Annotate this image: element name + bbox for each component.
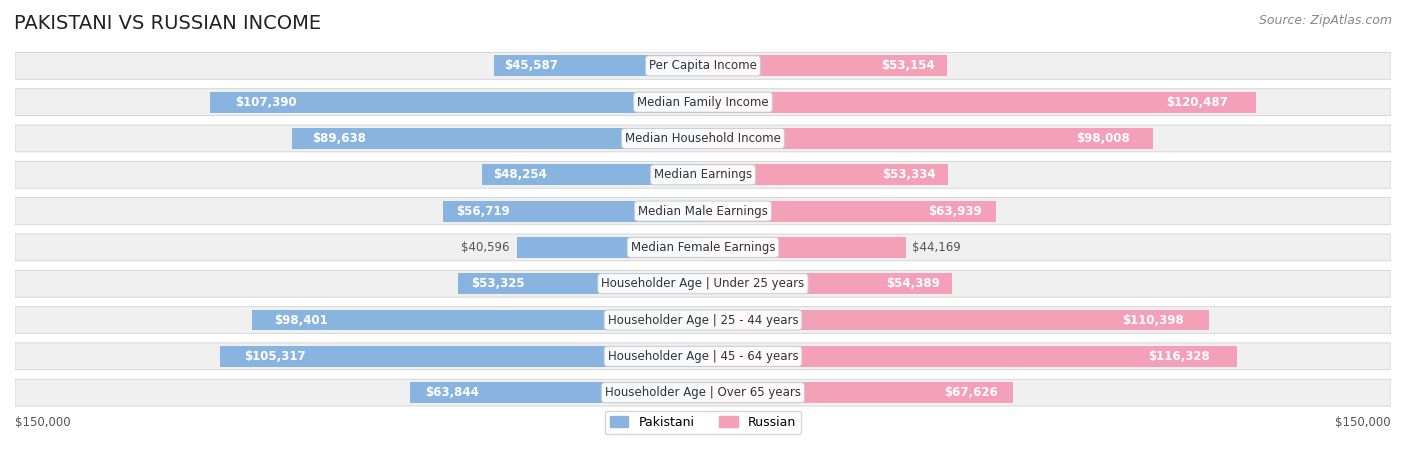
FancyBboxPatch shape xyxy=(443,201,703,221)
FancyBboxPatch shape xyxy=(517,237,703,258)
Text: $150,000: $150,000 xyxy=(1336,416,1391,429)
Text: Householder Age | 25 - 44 years: Householder Age | 25 - 44 years xyxy=(607,313,799,326)
Text: $110,398: $110,398 xyxy=(1122,313,1184,326)
Text: Median Female Earnings: Median Female Earnings xyxy=(631,241,775,254)
Text: $53,325: $53,325 xyxy=(471,277,524,290)
Text: $56,719: $56,719 xyxy=(456,205,509,218)
FancyBboxPatch shape xyxy=(703,92,1256,113)
Text: Source: ZipAtlas.com: Source: ZipAtlas.com xyxy=(1258,14,1392,27)
Text: Householder Age | Under 25 years: Householder Age | Under 25 years xyxy=(602,277,804,290)
Text: $53,334: $53,334 xyxy=(882,168,935,181)
Text: Median Household Income: Median Household Income xyxy=(626,132,780,145)
Text: $40,596: $40,596 xyxy=(461,241,510,254)
FancyBboxPatch shape xyxy=(703,346,1236,367)
Text: PAKISTANI VS RUSSIAN INCOME: PAKISTANI VS RUSSIAN INCOME xyxy=(14,14,321,33)
FancyBboxPatch shape xyxy=(15,125,1391,152)
Text: $107,390: $107,390 xyxy=(235,96,297,109)
Text: $53,154: $53,154 xyxy=(882,59,935,72)
Text: $63,844: $63,844 xyxy=(425,386,478,399)
Text: $63,939: $63,939 xyxy=(928,205,981,218)
Text: Median Family Income: Median Family Income xyxy=(637,96,769,109)
FancyBboxPatch shape xyxy=(703,56,946,76)
FancyBboxPatch shape xyxy=(703,128,1153,149)
FancyBboxPatch shape xyxy=(703,237,905,258)
Text: $105,317: $105,317 xyxy=(245,350,305,363)
FancyBboxPatch shape xyxy=(703,273,952,294)
FancyBboxPatch shape xyxy=(15,307,1391,333)
FancyBboxPatch shape xyxy=(15,89,1391,116)
Text: $44,169: $44,169 xyxy=(912,241,962,254)
Text: $120,487: $120,487 xyxy=(1166,96,1227,109)
Text: $67,626: $67,626 xyxy=(943,386,998,399)
FancyBboxPatch shape xyxy=(458,273,703,294)
Text: $54,389: $54,389 xyxy=(886,277,941,290)
FancyBboxPatch shape xyxy=(15,198,1391,225)
FancyBboxPatch shape xyxy=(219,346,703,367)
FancyBboxPatch shape xyxy=(494,56,703,76)
FancyBboxPatch shape xyxy=(703,310,1209,331)
Legend: Pakistani, Russian: Pakistani, Russian xyxy=(605,410,801,433)
FancyBboxPatch shape xyxy=(15,379,1391,406)
FancyBboxPatch shape xyxy=(15,343,1391,370)
Text: $98,008: $98,008 xyxy=(1077,132,1130,145)
FancyBboxPatch shape xyxy=(703,382,1014,403)
FancyBboxPatch shape xyxy=(252,310,703,331)
Text: Median Male Earnings: Median Male Earnings xyxy=(638,205,768,218)
Text: $150,000: $150,000 xyxy=(15,416,70,429)
Text: $116,328: $116,328 xyxy=(1149,350,1211,363)
Text: $89,638: $89,638 xyxy=(312,132,367,145)
FancyBboxPatch shape xyxy=(15,161,1391,188)
FancyBboxPatch shape xyxy=(411,382,703,403)
FancyBboxPatch shape xyxy=(15,234,1391,261)
Text: Householder Age | Over 65 years: Householder Age | Over 65 years xyxy=(605,386,801,399)
FancyBboxPatch shape xyxy=(15,270,1391,297)
FancyBboxPatch shape xyxy=(703,201,997,221)
Text: Per Capita Income: Per Capita Income xyxy=(650,59,756,72)
FancyBboxPatch shape xyxy=(292,128,703,149)
FancyBboxPatch shape xyxy=(703,164,948,185)
Text: Median Earnings: Median Earnings xyxy=(654,168,752,181)
Text: $45,587: $45,587 xyxy=(505,59,558,72)
FancyBboxPatch shape xyxy=(15,52,1391,79)
FancyBboxPatch shape xyxy=(482,164,703,185)
FancyBboxPatch shape xyxy=(211,92,703,113)
Text: $48,254: $48,254 xyxy=(492,168,547,181)
Text: Householder Age | 45 - 64 years: Householder Age | 45 - 64 years xyxy=(607,350,799,363)
Text: $98,401: $98,401 xyxy=(274,313,328,326)
